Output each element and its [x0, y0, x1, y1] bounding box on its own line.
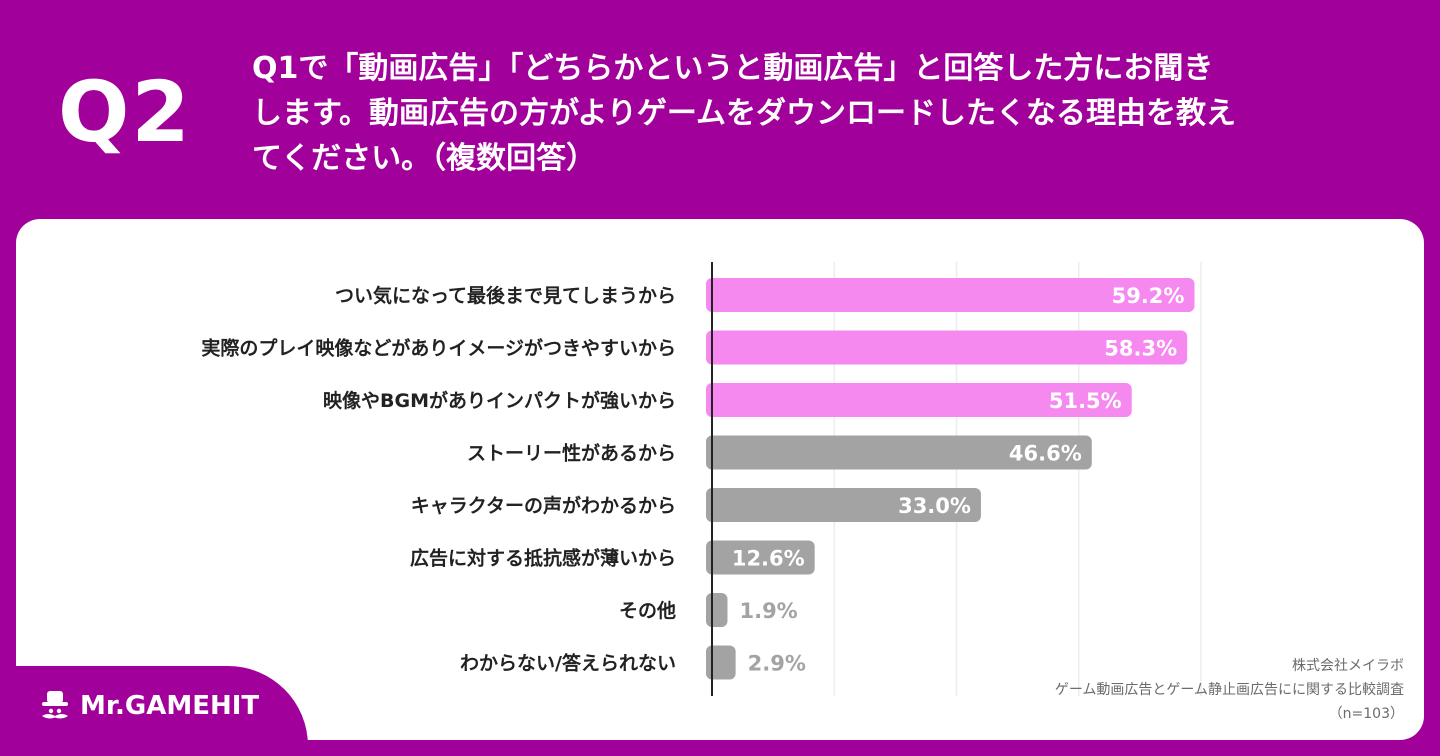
value-label: 46.6% [1009, 442, 1082, 466]
source-company: 株式会社メイラボ [1292, 658, 1404, 674]
gamehit-mustache-hat-icon [42, 691, 68, 719]
category-label: 映像やBGMがありインパクトが強いから [323, 389, 676, 412]
question-number-badge: Q2 [58, 63, 192, 161]
bar [706, 435, 1092, 470]
category-label: 実際のプレイ映像などがありイメージがつきやすいから [201, 337, 676, 360]
category-label: つい気になって最後まで見てしまうから [335, 284, 676, 307]
value-label: 12.6% [732, 547, 805, 571]
question-text: Q1で「動画広告」「どちらかというと動画広告」と回答した方にお聞き します。動画… [252, 46, 1402, 181]
bar [706, 540, 815, 575]
question-line-1: Q1で「動画広告」「どちらかというと動画広告」と回答した方にお聞き [252, 51, 1214, 86]
question-line-3: てください。（複数回答） [252, 141, 597, 176]
bar [706, 488, 981, 522]
brand-logo: Mr.GAMEHIT [38, 689, 259, 723]
brand-name: Mr.GAMEHIT [80, 691, 260, 721]
category-label: わからない/答えられない [460, 652, 676, 675]
value-label: 33.0% [898, 494, 971, 518]
category-label: その他 [619, 599, 676, 622]
source-note: 株式会社メイラボ ゲーム動画広告とゲーム静止画広告にに関する比較調査 （n=10… [1055, 654, 1404, 726]
value-label: 1.9% [739, 599, 797, 623]
bar [706, 330, 1188, 365]
value-label: 59.2% [1112, 284, 1185, 308]
bar [706, 593, 728, 627]
source-sample: （n=103） [1328, 706, 1404, 722]
value-label: 51.5% [1049, 389, 1122, 413]
category-label: 広告に対する抵抗感が薄いから [410, 547, 676, 570]
value-label: 2.9% [748, 652, 806, 676]
question-line-2: します。動画広告の方がよりゲームをダウンロードしたくなる理由を教え [252, 96, 1236, 131]
category-label: ストーリー性があるから [467, 442, 676, 465]
category-label: キャラクターの声がわかるから [411, 494, 676, 517]
value-label: 58.3% [1104, 337, 1177, 361]
bar [706, 383, 1132, 417]
bar [706, 645, 736, 680]
source-survey: ゲーム動画広告とゲーム静止画広告にに関する比較調査 [1054, 682, 1404, 698]
bar [706, 278, 1195, 312]
